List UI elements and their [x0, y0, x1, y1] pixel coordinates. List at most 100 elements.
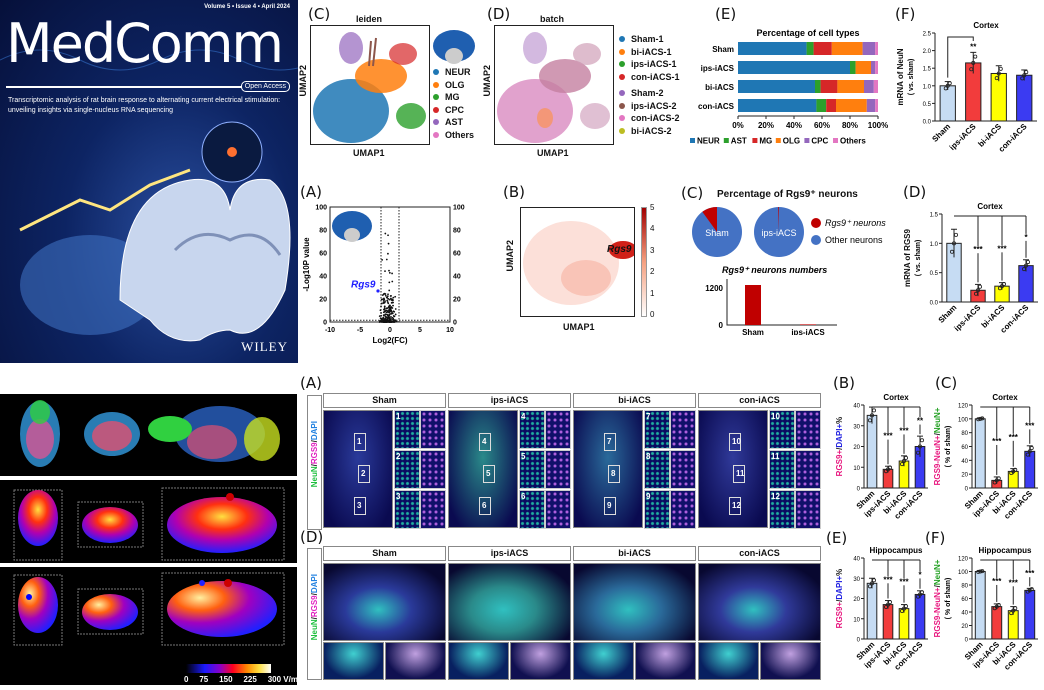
y-tick-label: 0 [965, 487, 969, 493]
cortex-overview-image: 4 5 6 [448, 410, 518, 528]
count-bar-ips-iACS [800, 324, 816, 325]
stain-dapi: DAPI [310, 574, 319, 594]
roi-box: 9 [604, 497, 616, 515]
gene-point [392, 317, 395, 320]
roi-number: 5 [486, 469, 491, 478]
significance-bg [881, 576, 895, 584]
y-tick-label: 40 [961, 611, 968, 617]
gene-point [390, 301, 393, 304]
journal-cover: Volume 5 • Issue 4 • April 2024 MedComm … [0, 0, 298, 363]
hippocampus-rgs9-neun-bar-chart: 0 20 40 60 80 100 120 RGS9-NeuN+/NeuN+( % of sh… [933, 546, 1038, 672]
legend-label: bi-iACS-1 [631, 46, 672, 57]
data-point [1013, 467, 1018, 472]
y2-tick-label: 20 [453, 297, 461, 304]
tile-number: 2 [396, 452, 401, 461]
hippocampus-zoom-neun [448, 642, 509, 680]
data-point [1026, 260, 1031, 265]
y-tick-label: 80 [961, 431, 968, 437]
data-point [976, 569, 981, 574]
gene-point [386, 313, 389, 316]
gene-point [389, 295, 392, 297]
significance-marker: * [918, 570, 922, 579]
y-tick-label: 60 [961, 597, 968, 603]
y-axis-label: RGS9+/DAPI+% [835, 417, 844, 477]
rgs9-label: Rgs9 [351, 280, 376, 291]
stack-segment-OLG [855, 61, 871, 74]
gene-point [387, 293, 389, 296]
data-point [996, 71, 1001, 76]
legend-dot-icon [619, 48, 625, 55]
zoom-neun-tile [394, 410, 420, 449]
y-axis-label-part: / [835, 447, 844, 450]
pie-title: Percentage of Rgs9⁺ neurons [717, 189, 858, 200]
pie-label: Sham [705, 228, 729, 238]
cortex-overview-image: 7 8 9 [573, 410, 643, 528]
y-tick-label: 20 [961, 473, 968, 479]
colorbar-ticks: 0 1 2 3 4 5 [650, 203, 654, 319]
y-tick-label: 0.5 [923, 102, 932, 108]
gene-point [389, 297, 392, 300]
colorbar-tick: 225 [243, 675, 257, 684]
colorbar-tick: 300 V/m [267, 675, 298, 684]
chart-title: Hippocampus [870, 546, 923, 555]
roi-number: 4 [482, 437, 487, 446]
x-tick-label: 0 [388, 327, 392, 334]
cell-type-stacked-bar-chart: Percentage of cell types Sham ips-iACS bi-i… [690, 28, 888, 146]
gene-point [383, 292, 386, 295]
panel-label: (E) [715, 5, 737, 23]
legend-label: MG [759, 137, 772, 146]
data-point [973, 54, 978, 59]
colorbar-tick: 150 [219, 675, 233, 684]
zoom-neun-tile [519, 490, 545, 529]
gene-point [383, 318, 385, 321]
panel-label: (F) [895, 5, 916, 23]
gene-point [379, 309, 382, 312]
legend-dot-icon [619, 127, 625, 134]
chart-title: Hippocampus [979, 546, 1032, 555]
data-point [884, 605, 889, 610]
colorbar-tick: 75 [199, 675, 209, 684]
y-tick-label: 0 [857, 487, 861, 493]
roi-box: 12 [729, 497, 741, 515]
y-axis-label-part: / [933, 584, 942, 587]
gene-point [384, 313, 387, 316]
gene-point [386, 307, 388, 310]
y-tick-label: 80 [961, 584, 968, 590]
y-axis-label-part: RGS9+ [835, 450, 844, 477]
data-point [902, 459, 907, 464]
data-point [978, 284, 983, 289]
roi-box: 4 [479, 433, 491, 451]
y-tick-label: 0.0 [923, 120, 932, 126]
stack-segment-CPC [862, 42, 876, 55]
legend-label: Others [840, 137, 866, 146]
significance-bg [881, 432, 895, 440]
data-point [945, 83, 950, 88]
gene-point [385, 311, 388, 314]
brain-thumbnail [433, 30, 475, 64]
chart-title: Cortex [977, 202, 1003, 211]
gene-point [380, 298, 383, 301]
data-point [998, 66, 1003, 71]
legend-label: Sham-2 [631, 88, 664, 98]
panel-label: (D) [300, 528, 324, 546]
hippocampus-zoom-neun [573, 642, 634, 680]
gene-point [382, 301, 385, 304]
y-axis-label: RGS9+/DAPI+% [835, 569, 844, 629]
gene-point [380, 312, 382, 314]
x-tick-label: Sham [937, 303, 959, 325]
legend-swatch [804, 138, 810, 143]
rgs9-pie-and-count-charts: Sham ips-iACS Rgs9⁺ neurons Other neurons Rg… [692, 207, 886, 335]
significance-marker: *** [1025, 421, 1035, 430]
gene-point [388, 304, 391, 307]
stack-segment-Others [873, 80, 878, 93]
gene-point [392, 301, 395, 304]
legend-label: ips-iACS-1 [631, 59, 677, 69]
umap-leiden-plot [310, 25, 430, 145]
gene-point [385, 258, 388, 261]
roi-box: 7 [604, 433, 616, 451]
colorbar-tick: 3 [650, 245, 655, 255]
y-tick-label: 40 [853, 557, 860, 563]
gene-point [391, 312, 394, 315]
gene-point [382, 321, 385, 323]
data-point [1025, 452, 1030, 457]
